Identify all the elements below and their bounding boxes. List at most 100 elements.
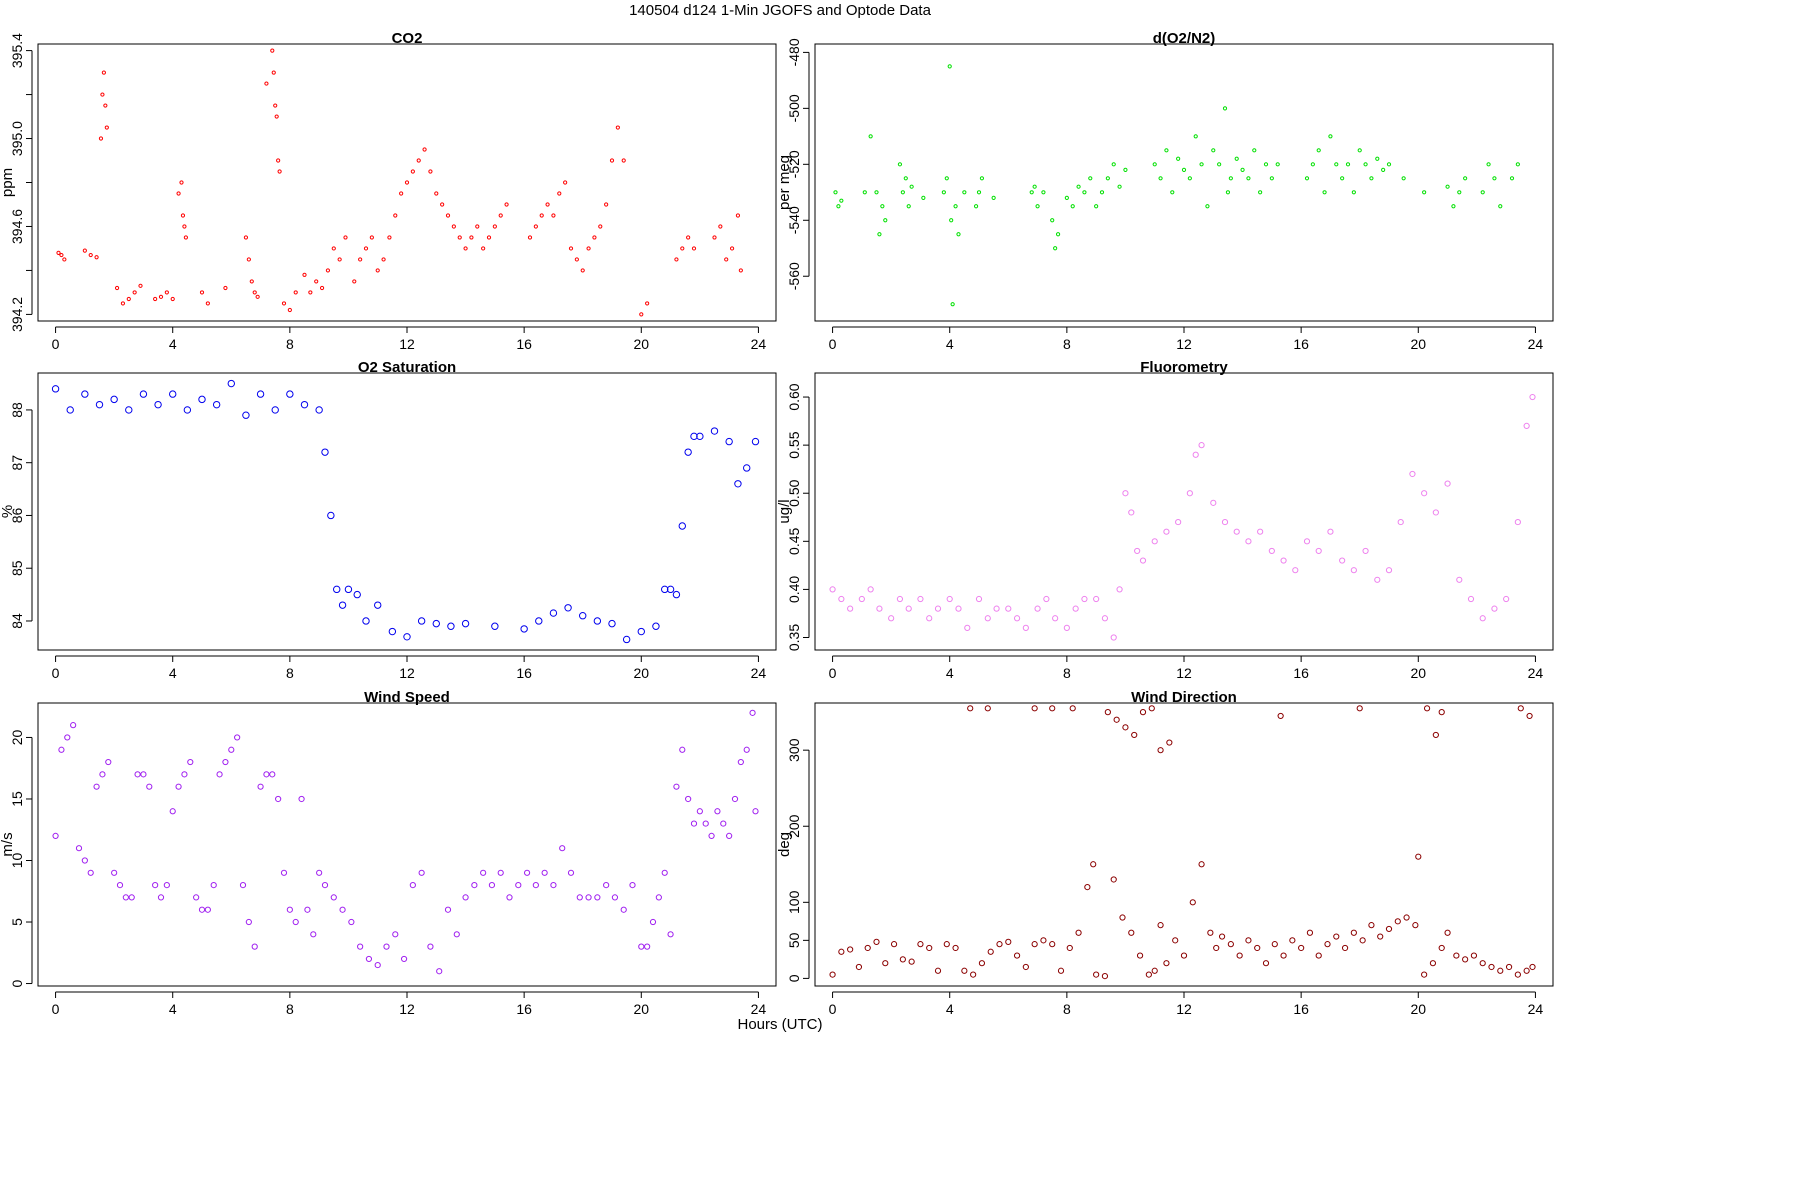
data-point xyxy=(1207,929,1214,936)
x-tick-label: 24 xyxy=(1528,665,1544,681)
data-point xyxy=(64,734,71,741)
data-point xyxy=(271,70,276,75)
data-point xyxy=(645,301,650,306)
x-tick-label: 12 xyxy=(1176,1001,1192,1017)
x-tick-label: 12 xyxy=(399,665,415,681)
data-point xyxy=(873,938,880,945)
data-point xyxy=(1412,922,1419,929)
y-tick-label: -540 xyxy=(786,206,802,234)
data-point xyxy=(1093,971,1100,978)
data-point xyxy=(1090,861,1097,868)
data-point xyxy=(1117,184,1122,189)
data-point xyxy=(453,931,460,938)
data-point xyxy=(462,894,469,901)
data-point xyxy=(908,958,915,965)
data-point xyxy=(1221,518,1229,526)
data-point xyxy=(906,204,911,209)
data-point xyxy=(896,595,904,603)
data-point xyxy=(1005,938,1012,945)
data-point xyxy=(1505,963,1513,971)
data-point xyxy=(593,617,602,625)
x-tick-label: 12 xyxy=(399,336,415,352)
data-point xyxy=(1523,967,1530,974)
x-tick-label: 4 xyxy=(946,336,954,352)
data-point xyxy=(1356,705,1363,712)
data-point xyxy=(333,585,341,594)
data-point xyxy=(515,882,522,889)
data-point xyxy=(603,882,610,889)
chart-panel-1: CO2 0 4 8 12 16 20 24 394.2 394.6 395.0 395.4 ppm xyxy=(0,30,777,352)
data-point xyxy=(1013,952,1021,959)
data-point xyxy=(1263,162,1269,167)
data-point xyxy=(227,379,235,388)
data-point xyxy=(690,820,698,827)
data-point xyxy=(1157,747,1164,754)
data-point xyxy=(286,390,294,398)
y-tick-label: 50 xyxy=(786,932,802,948)
data-points xyxy=(829,393,1536,641)
data-point xyxy=(874,190,879,195)
x-tick-label: 16 xyxy=(516,1001,532,1017)
data-point xyxy=(1409,470,1416,478)
data-point xyxy=(979,176,985,181)
data-point xyxy=(410,169,415,174)
data-point xyxy=(1245,937,1252,944)
data-point xyxy=(899,956,906,963)
x-axis: 0 4 8 12 16 20 24 xyxy=(52,326,766,352)
data-point xyxy=(82,248,87,253)
data-point xyxy=(362,617,370,625)
data-point xyxy=(343,235,348,240)
data-point xyxy=(293,290,298,295)
data-point xyxy=(304,906,311,913)
data-point xyxy=(1328,134,1333,139)
data-point xyxy=(696,432,704,441)
data-point xyxy=(867,586,874,593)
data-point xyxy=(1394,918,1401,925)
y-tick-label: 85 xyxy=(9,560,25,576)
data-point xyxy=(269,771,276,778)
data-point xyxy=(655,894,662,901)
data-point xyxy=(52,832,59,839)
data-point xyxy=(1258,190,1263,195)
data-point xyxy=(1192,451,1199,458)
data-point xyxy=(1422,190,1427,195)
data-point xyxy=(440,202,445,207)
data-point xyxy=(176,191,181,196)
data-point xyxy=(661,585,669,594)
data-point xyxy=(987,948,994,955)
data-point xyxy=(1013,615,1021,622)
data-point xyxy=(252,290,257,295)
data-point xyxy=(1246,176,1251,181)
data-point xyxy=(539,213,544,218)
data-point xyxy=(358,257,363,262)
data-point xyxy=(1432,509,1439,516)
x-tick-label: 16 xyxy=(1293,1001,1309,1017)
data-point xyxy=(1306,929,1314,936)
data-point xyxy=(403,633,411,641)
data-point xyxy=(702,820,709,827)
data-point xyxy=(381,257,386,262)
data-point xyxy=(434,191,439,196)
data-point xyxy=(1225,190,1231,195)
data-point xyxy=(952,944,959,952)
data-point xyxy=(1377,933,1384,940)
data-point xyxy=(447,622,455,630)
data-point xyxy=(491,622,499,630)
data-point xyxy=(638,943,645,950)
data-point xyxy=(1275,162,1280,167)
data-point xyxy=(1043,595,1050,603)
data-point xyxy=(608,619,616,628)
data-point xyxy=(1163,960,1170,967)
data-point xyxy=(917,941,924,948)
data-point xyxy=(1227,941,1234,948)
data-point xyxy=(504,202,509,207)
data-point xyxy=(498,213,503,218)
data-point xyxy=(696,808,703,815)
x-tick-label: 16 xyxy=(1293,336,1309,352)
chart-canvas: CO2 0 4 8 12 16 20 24 394.2 394.6 395.0 395.4 ppm d(O… xyxy=(0,30,1554,1017)
data-point xyxy=(585,894,592,901)
data-point xyxy=(580,268,585,273)
data-point xyxy=(661,869,668,876)
data-point xyxy=(242,411,250,419)
data-point xyxy=(897,162,903,167)
